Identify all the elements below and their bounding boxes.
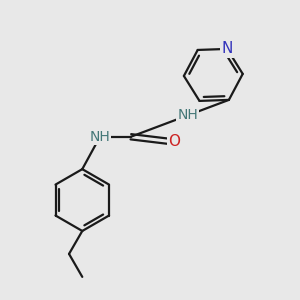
Text: NH: NH (177, 108, 198, 122)
Text: O: O (168, 134, 180, 149)
Text: N: N (221, 41, 233, 56)
Text: NH: NH (90, 130, 110, 144)
